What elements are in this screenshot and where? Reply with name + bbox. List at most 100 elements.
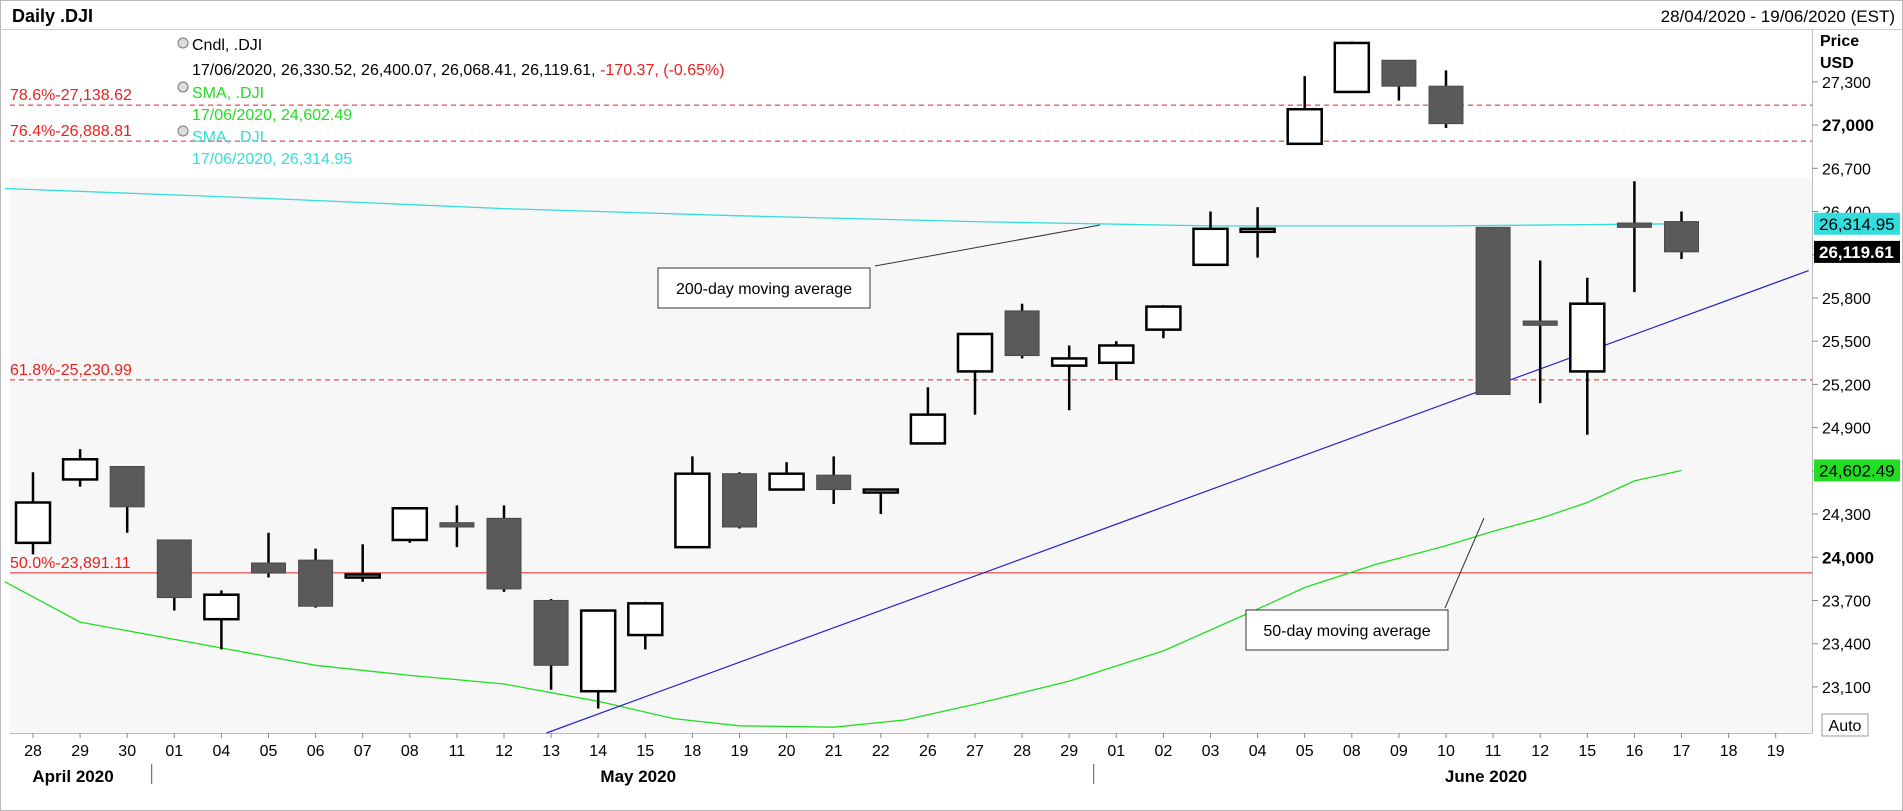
price-tag-label-1: 26,119.61 [1819, 243, 1894, 262]
month-label-2: June 2020 [1445, 767, 1527, 786]
y-tick-label-2: 23,700 [1822, 593, 1871, 610]
sma200-callout-text: 200-day moving average [676, 281, 852, 298]
y-tick-label-13: 27,000 [1822, 116, 1874, 135]
y-tick-label-9: 25,800 [1822, 291, 1871, 308]
legend-sma50-name: SMA, .DJI [192, 85, 264, 102]
sma50-callout: 50-day moving average [1245, 517, 1485, 651]
x-tick-label-22: 29 [1060, 743, 1078, 760]
legend-sma200-name: SMA, .DJI [192, 129, 264, 146]
x-tick-label-2: 30 [118, 743, 136, 760]
candle-body-34 [1616, 222, 1652, 228]
legend-sma200-icon [177, 125, 189, 137]
x-tick-label-24: 02 [1155, 743, 1173, 760]
x-tick-label-13: 15 [636, 743, 654, 760]
x-tick-label-33: 15 [1578, 743, 1596, 760]
x-tick-label-5: 05 [260, 743, 278, 760]
candle-body-27 [1286, 107, 1323, 146]
candle-body-24 [1145, 305, 1182, 331]
sma200-layer [4, 187, 1682, 227]
month-label-0: April 2020 [32, 767, 113, 786]
x-tick-label-15: 19 [731, 743, 749, 760]
x-tick-label-31: 11 [1485, 743, 1502, 760]
x-tick-label-4: 04 [213, 743, 231, 760]
candle-body-16 [768, 472, 805, 491]
candle-body-13 [627, 602, 664, 637]
candle-body-9 [439, 522, 475, 528]
x-tick-label-29: 09 [1390, 743, 1408, 760]
price-tag-label-0: 26,314.95 [1819, 215, 1895, 234]
price-tag-bg-1 [1814, 240, 1900, 263]
x-tick-label-10: 12 [495, 743, 513, 760]
sma50-line [4, 469, 1682, 728]
candle-body-0 [14, 501, 52, 545]
y-tick-label-4: 24,300 [1822, 507, 1871, 524]
candle-body-35 [1664, 221, 1699, 253]
legend-sma200-values: 17/06/2020, 26,314.95 [192, 151, 352, 168]
fib-label-0: 78.6%-27,138.62 [10, 87, 132, 104]
candle-body-6 [298, 559, 334, 607]
candle-body-31 [1475, 226, 1511, 395]
x-tick-label-0: 28 [24, 743, 42, 760]
x-axis: 28 29 30 01 04 05 06 07 08 11 12 13 14 15 18 19 20 21 22 26… [24, 733, 1785, 786]
sma200-callout-leader [874, 224, 1101, 267]
legend-candle-change: -170.37, (-0.65%) [600, 62, 725, 79]
candle-body-23 [1098, 344, 1135, 365]
y-tick-label-6: 24,900 [1822, 421, 1871, 438]
x-tick-label-11: 13 [542, 743, 560, 760]
candle-body-29 [1381, 59, 1417, 87]
candle-body-25 [1192, 227, 1229, 267]
auto-scale-button[interactable] [1821, 713, 1869, 737]
price-axis-title: Price [1820, 33, 1859, 50]
candle-body-26 [1239, 227, 1276, 234]
x-tick-label-8: 08 [401, 743, 419, 760]
candle-body-5 [251, 562, 286, 574]
candle-body-8 [391, 507, 429, 542]
legend-candle-values: 17/06/2020, 26,330.52, 26,400.07, 26,068… [192, 62, 725, 79]
x-tick-label-35: 17 [1673, 743, 1691, 760]
sma50-callout-box [1245, 609, 1449, 651]
legend: Cndl, .DJI 17/06/2020, 26,330.52, 26,400… [177, 37, 725, 168]
x-tick-label-6: 06 [307, 743, 325, 760]
currency-axis-title: USD [1820, 55, 1854, 72]
x-tick-label-17: 21 [825, 743, 843, 760]
y-tick-label-1: 23,400 [1822, 637, 1871, 654]
candle-body-33 [1569, 302, 1606, 373]
candle-body-19 [909, 413, 947, 445]
x-tick-label-9: 11 [449, 743, 466, 760]
y-tick-label-8: 25,500 [1822, 334, 1871, 351]
y-tick-label-7: 25,200 [1822, 377, 1871, 394]
candle-body-10 [486, 517, 522, 590]
fib-label-1: 76.4%-26,888.81 [10, 123, 132, 140]
x-tick-label-37: 19 [1767, 743, 1785, 760]
sma50-layer [4, 469, 1682, 728]
x-tick-label-36: 18 [1720, 743, 1738, 760]
sma200-line [4, 187, 1682, 227]
x-tick-label-7: 07 [354, 743, 372, 760]
plot-shade-lower [10, 178, 1812, 733]
x-tick-label-21: 28 [1013, 743, 1031, 760]
legend-sma50-icon [177, 81, 189, 93]
x-tick-label-27: 05 [1296, 743, 1314, 760]
x-tick-label-16: 20 [778, 743, 796, 760]
auto-scale-label: Auto [1829, 718, 1862, 735]
candle-body-17 [816, 474, 852, 491]
fib-label-2: 61.8%-25,230.99 [10, 362, 132, 379]
x-tick-label-32: 12 [1531, 743, 1549, 760]
price-tag-bg-0 [1814, 212, 1900, 235]
candle-body-15 [722, 473, 757, 528]
price-tag-bg-2 [1814, 459, 1900, 482]
candle-body-32 [1522, 320, 1558, 326]
candle-body-28 [1333, 41, 1371, 94]
candle-body-11 [533, 599, 569, 666]
legend-candle-icon [177, 37, 189, 49]
fib-label-3: 50.0%-23,891.11 [10, 555, 131, 572]
x-tick-label-23: 01 [1107, 743, 1125, 760]
price-tag-label-2: 24,602.49 [1819, 461, 1895, 480]
candle-body-1 [61, 458, 99, 481]
candle-body-12 [579, 609, 617, 693]
candle-body-20 [956, 332, 994, 373]
candle-body-30 [1428, 85, 1464, 125]
y-tick-label-14: 27,300 [1822, 75, 1871, 92]
candle-body-2 [109, 465, 145, 508]
